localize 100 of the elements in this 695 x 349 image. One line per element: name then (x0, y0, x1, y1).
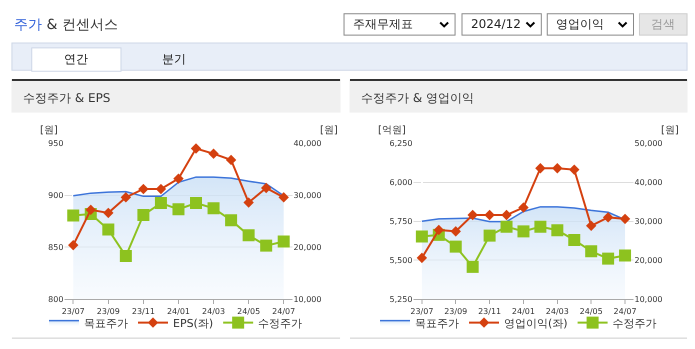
y-tick-label: 6,000 (390, 178, 412, 188)
legend-label: 목표주가 (415, 316, 460, 330)
x-tick-label: 23/09 (444, 306, 468, 316)
point (620, 214, 630, 224)
y-tick-label: 900 (48, 191, 64, 200)
chart-title: 수정주가 & EPS (23, 91, 110, 105)
point (602, 252, 614, 265)
point (138, 184, 149, 194)
point (103, 208, 114, 218)
point (68, 240, 78, 250)
x-tick-label: 24/01 (166, 306, 190, 316)
point (137, 209, 150, 222)
y2-tick-label: 20,000 (293, 243, 322, 252)
x-tick-label: 24/07 (272, 306, 296, 316)
point (225, 214, 238, 226)
point (586, 220, 596, 231)
point (278, 192, 289, 203)
point (501, 210, 512, 220)
y-tick-label: 5,250 (390, 294, 412, 304)
x-tick-label: 24/07 (614, 306, 637, 316)
y2-tick-label: 10,000 (293, 294, 322, 304)
y2-tick-label: 20,000 (634, 256, 663, 266)
point (450, 226, 461, 237)
legend-label: 목표주가 (84, 316, 128, 330)
point (450, 240, 462, 253)
y2-tick-label: 50,000 (634, 139, 663, 148)
point (102, 224, 114, 236)
point (518, 202, 529, 213)
point (500, 220, 513, 233)
point (552, 163, 563, 174)
y-tick-label: 5,750 (390, 217, 412, 226)
point (120, 250, 132, 262)
point (466, 260, 479, 273)
y-tick-label: 5,500 (390, 256, 412, 266)
point (534, 220, 546, 233)
text: 2024/12 (471, 17, 521, 31)
point (172, 203, 184, 216)
point (86, 204, 96, 216)
point (467, 210, 478, 220)
point (484, 210, 495, 220)
y-tick-label: 850 (48, 243, 64, 252)
point (278, 236, 290, 248)
chart-title: 수정주가 & 영업이익 (361, 91, 474, 105)
y2-tick-label: 40,000 (293, 139, 322, 148)
x-tick-label: 23/09 (96, 306, 120, 316)
point (156, 184, 166, 194)
point (569, 164, 580, 175)
x-tick-label: 24/03 (546, 306, 569, 316)
point (208, 148, 219, 159)
x-tick-label: 24/01 (512, 306, 535, 316)
x-tick-label: 23/11 (132, 306, 155, 316)
legend-label: 영업이익(좌) (504, 316, 568, 330)
point (517, 225, 530, 238)
x-tick-label: 23/11 (478, 306, 502, 316)
text: 검색 (651, 17, 675, 31)
point (484, 230, 496, 242)
text: 주재무제표 (353, 17, 413, 31)
y-tick-label: 800 (48, 294, 64, 304)
point (585, 245, 598, 258)
y2-tick-label: 30,000 (634, 217, 663, 226)
point (120, 192, 132, 203)
legend-label: EPS(좌) (172, 316, 214, 330)
x-tick-label: 23/07 (62, 306, 85, 316)
y2-axis-title: [원] (320, 125, 338, 136)
point (535, 163, 546, 174)
x-tick-label: 23/07 (410, 306, 434, 316)
text: 분기 (162, 52, 186, 66)
legend-label: 수정주가 (612, 316, 657, 330)
point (208, 202, 220, 214)
y-axis-title: [억원] (378, 125, 406, 136)
point (173, 173, 184, 184)
point (602, 212, 614, 223)
y2-tick-label: 30,000 (293, 191, 322, 200)
text: 영업이익 (556, 17, 604, 31)
point (67, 210, 80, 222)
y2-tick-label: 10,000 (634, 294, 663, 304)
point (568, 234, 580, 246)
text: 주가 & 컨센서스 (14, 17, 118, 33)
text: 연간 (64, 52, 88, 66)
point (190, 197, 202, 210)
point (434, 224, 444, 236)
point (416, 230, 428, 242)
y-tick-label: 950 (48, 139, 64, 148)
x-tick-label: 24/03 (202, 306, 226, 316)
point (260, 182, 272, 194)
x-tick-label: 24/05 (237, 306, 260, 316)
point (226, 154, 236, 166)
y2-axis-title: [원] (661, 125, 679, 136)
x-tick-label: 24/05 (580, 306, 603, 316)
y-axis-title: [원] (40, 125, 58, 136)
point (260, 240, 272, 252)
point (190, 143, 202, 154)
point (154, 197, 167, 210)
point (243, 197, 254, 208)
point (551, 224, 564, 236)
legend-label: 수정주가 (258, 316, 302, 330)
point (619, 250, 632, 262)
point (242, 229, 255, 242)
y2-tick-label: 40,000 (634, 178, 663, 188)
y-tick-label: 6,250 (390, 139, 412, 148)
